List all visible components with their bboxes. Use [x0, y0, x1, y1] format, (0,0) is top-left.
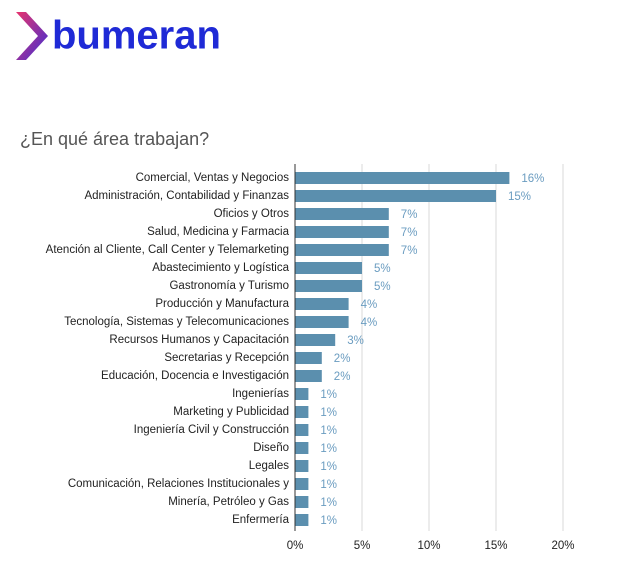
x-tick-label: 20%	[551, 540, 574, 552]
bar	[295, 370, 322, 382]
y-tick-label: Marketing y Publicidad	[173, 406, 289, 418]
y-tick-label: Ingeniería Civil y Construcción	[134, 424, 289, 436]
value-label: 1%	[320, 407, 337, 419]
bar	[295, 478, 309, 490]
y-tick-label: Diseño	[253, 442, 289, 454]
value-label: 2%	[334, 353, 351, 365]
x-tick-label: 5%	[354, 540, 371, 552]
value-label: 3%	[347, 335, 364, 347]
bar	[295, 514, 309, 526]
value-label: 4%	[361, 299, 378, 311]
value-label: 7%	[401, 245, 418, 257]
value-label: 7%	[401, 227, 418, 239]
bar	[295, 262, 362, 274]
value-label: 1%	[320, 461, 337, 473]
bar	[295, 244, 389, 256]
logo-icon	[16, 12, 48, 60]
value-label: 1%	[320, 515, 337, 527]
y-tick-label: Legales	[249, 460, 290, 472]
bar	[295, 442, 309, 454]
bar	[295, 460, 309, 472]
x-tick-label: 10%	[417, 540, 440, 552]
value-label: 5%	[374, 263, 391, 275]
x-tick-label: 0%	[287, 540, 304, 552]
value-label: 5%	[374, 281, 391, 293]
y-tick-label: Abastecimiento y Logística	[152, 262, 289, 274]
y-tick-label: Educación, Docencia e Investigación	[101, 370, 289, 382]
value-label: 2%	[334, 371, 351, 383]
bar	[295, 172, 510, 184]
y-tick-label: Administración, Contabilidad y Finanzas	[84, 190, 289, 202]
y-tick-label: Ingenierías	[232, 388, 289, 400]
y-tick-label: Recursos Humanos y Capacitación	[109, 334, 289, 346]
value-label: 4%	[361, 317, 378, 329]
bar	[295, 190, 496, 202]
bar	[295, 316, 349, 328]
y-tick-label: Minería, Petróleo y Gas	[168, 496, 289, 508]
logo-text: bumeran	[52, 14, 221, 58]
bar	[295, 388, 309, 400]
y-tick-label: Comunicación, Relaciones Institucionales…	[68, 478, 289, 490]
y-tick-label: Oficios y Otros	[214, 208, 290, 220]
value-label: 1%	[320, 479, 337, 491]
bar	[295, 208, 389, 220]
value-label: 15%	[508, 191, 531, 203]
bar	[295, 226, 389, 238]
value-label: 16%	[521, 173, 544, 185]
y-tick-label: Secretarias y Recepción	[164, 352, 289, 364]
value-label: 1%	[320, 497, 337, 509]
value-label: 1%	[320, 389, 337, 401]
bar	[295, 496, 309, 508]
chart-title: ¿En qué área trabajan?	[20, 129, 209, 149]
y-tick-label: Salud, Medicina y Farmacia	[147, 226, 289, 238]
bar	[295, 424, 309, 436]
value-label: 1%	[320, 425, 337, 437]
y-tick-label: Comercial, Ventas y Negocios	[136, 172, 290, 184]
bar	[295, 334, 336, 346]
bar	[295, 406, 309, 418]
y-tick-label: Producción y Manufactura	[155, 298, 289, 310]
y-tick-label: Tecnología, Sistemas y Telecomunicacione…	[64, 316, 289, 328]
bar	[295, 352, 322, 364]
value-label: 1%	[320, 443, 337, 455]
y-tick-label: Gastronomía y Turismo	[169, 280, 289, 292]
y-tick-label: Atención al Cliente, Call Center y Telem…	[46, 244, 289, 256]
bar	[295, 280, 362, 292]
y-tick-label: Enfermería	[232, 514, 289, 526]
bar	[295, 298, 349, 310]
x-tick-label: 15%	[484, 540, 507, 552]
value-label: 7%	[401, 209, 418, 221]
